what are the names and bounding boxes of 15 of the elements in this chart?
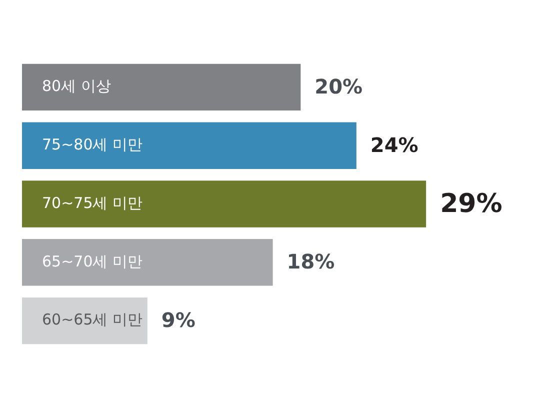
y-tick-label: 65~70세 미만 [42, 252, 143, 270]
y-tick-label: 70~75세 미만 [42, 194, 143, 212]
data-label: 20% [314, 74, 363, 98]
data-label: 18% [286, 250, 335, 274]
y-tick-label: 75~80세 미만 [42, 135, 143, 154]
data-label: 9% [161, 308, 196, 332]
data-label: 24% [370, 132, 418, 157]
bar [22, 122, 356, 169]
bar [22, 180, 426, 228]
bar [22, 239, 273, 286]
y-tick-label: 60~65세 미만 [42, 310, 143, 329]
bar [22, 297, 148, 344]
bar [22, 64, 301, 111]
y-tick-label: 80세 이상 [42, 77, 111, 96]
data-label: 29% [440, 188, 502, 219]
